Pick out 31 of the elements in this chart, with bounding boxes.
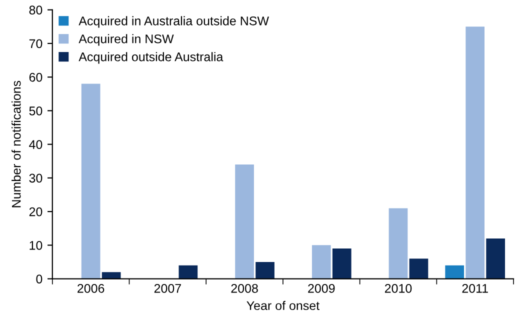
x-tick-label: 2009 (308, 284, 335, 293)
y-tick-label: 0 (36, 274, 42, 284)
x-tick-label: 2007 (154, 284, 181, 293)
legend-label: Acquired outside Australia (78, 52, 224, 64)
bar (486, 238, 506, 279)
y-tick-label: 40 (29, 140, 42, 149)
y-tick-label: 60 (29, 72, 42, 82)
bar (466, 26, 485, 279)
y-tick-label: 50 (29, 106, 42, 116)
x-tick-label: 2006 (78, 284, 104, 293)
bar (256, 262, 274, 279)
bar (312, 245, 331, 279)
bar (178, 265, 198, 279)
y-tick-label: 10 (30, 240, 42, 250)
x-tick-label: 2010 (384, 284, 412, 293)
bar (81, 84, 100, 279)
bar (409, 258, 428, 279)
legend-label: Acquired in NSW (78, 34, 174, 46)
y-tick-label: 20 (29, 207, 42, 216)
y-tick-label: 70 (29, 39, 42, 48)
x-tick-label: 2011 (462, 284, 488, 293)
bar (235, 164, 254, 279)
y-tick-label: 30 (29, 174, 42, 183)
y-axis-title: Number of notifications (12, 80, 21, 208)
x-tick-label: 2008 (231, 284, 258, 293)
y-tick-label: 80 (29, 6, 42, 14)
bar (388, 208, 408, 279)
bar (445, 265, 464, 279)
x-axis-title: Year of onset (246, 300, 320, 310)
legend-label: Acquired in Australia outside NSW (78, 16, 269, 28)
bar (332, 248, 352, 279)
